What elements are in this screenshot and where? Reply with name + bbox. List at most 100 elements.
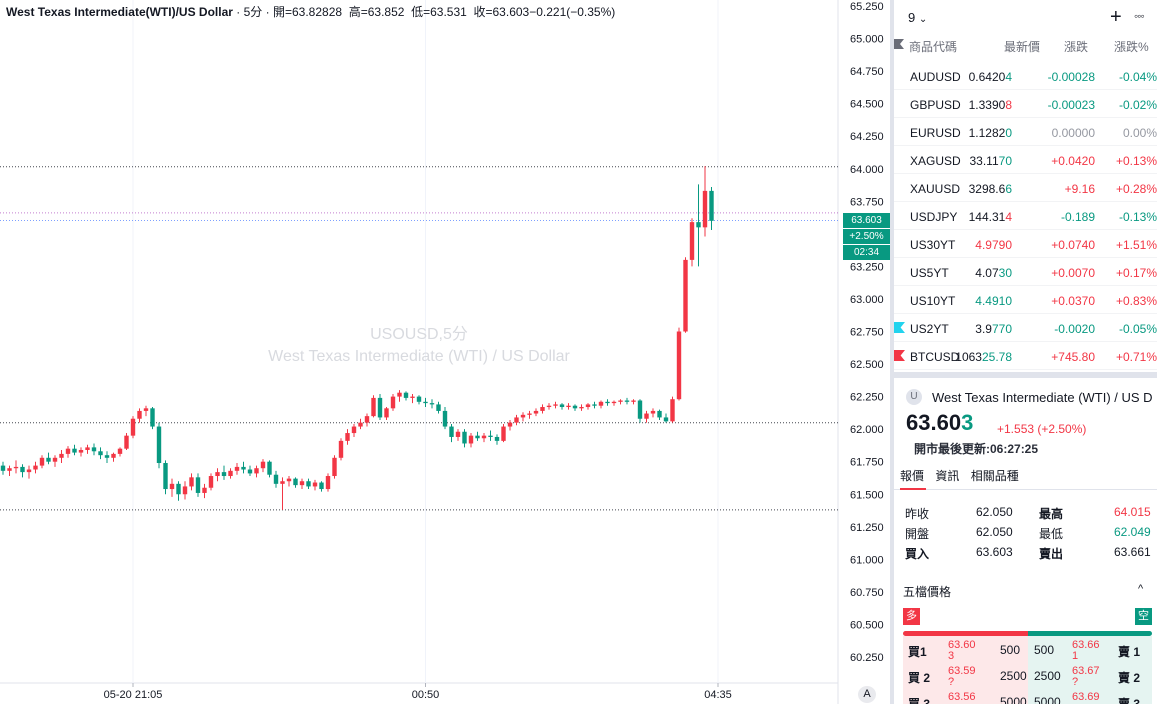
row-symbol: US30YT [910,238,956,252]
candle-body [618,400,623,402]
candle-body [260,461,266,469]
candle-body [546,405,552,408]
ask-level-label: 賣 1 [1118,645,1141,659]
watchlist-selector[interactable]: 9 ⌄ [908,10,927,25]
ask-label: 賣出 [1039,547,1064,561]
more-icon[interactable]: ◦◦◦ [1134,9,1145,23]
flag-icon[interactable] [894,350,905,361]
ohlc-open: 開=63.82828 [272,5,343,19]
candle-body [273,474,279,484]
price-tick-label: 65.000 [850,34,884,46]
candle-body [520,414,526,418]
candle-body [267,461,272,475]
tab-related[interactable]: 相關品種 [970,469,1019,483]
candle-body [384,408,389,418]
high-value: 64.015 [1114,505,1151,519]
row-change-pct: 0.00% [1122,126,1157,140]
row-symbol: US5YT [910,266,949,280]
col-change[interactable]: 漲跌 [1064,40,1089,54]
auto-scale-button[interactable]: A [858,686,876,703]
detail-symbol-name[interactable]: West Texas Intermediate (WTI) / US D [932,390,1153,405]
tab-quote[interactable]: 報價 [900,469,925,483]
detail-divider[interactable] [894,372,1157,378]
price-chart[interactable]: 05-20 21:05 00:50 04:35 65.250 65.000 64.750 6… [0,0,890,704]
panel-divider[interactable] [890,0,894,704]
candle-body [137,410,142,419]
tab-divider [894,489,1157,490]
candle-body [46,457,51,462]
watchlist-header: 商品代碼 最新價 漲跌 漲跌% [894,34,1157,58]
candle-body [644,413,649,419]
row-change-pct: +1.51% [1115,238,1157,252]
candle-body [234,466,240,471]
short-badge: 空 [1135,608,1152,625]
candle-body [7,468,12,471]
row-symbol: US2YT [910,322,949,336]
low-value: 62.049 [1114,525,1151,539]
watchlist-row[interactable]: US10YT 4.4910 +0.0370 +0.83% [894,286,1157,314]
candle-body [689,222,695,260]
bid-level-size: 2500 [1000,669,1027,683]
candle-body [423,401,428,404]
candle-body [104,455,110,458]
col-symbol[interactable]: 商品代碼 [909,40,958,54]
col-change-pct[interactable]: 漲跌% [1114,40,1149,54]
candle-body [182,486,188,495]
candle-body [91,447,97,452]
candle-body [611,401,617,404]
candle-body [98,451,103,456]
watchlist-row[interactable]: GBPUSD 1.33908 -0.00023 -0.02% [894,90,1157,118]
collapse-icon[interactable]: ^ [1138,583,1144,595]
price-tick-label: 62.750 [850,327,884,339]
candle-body [345,433,350,441]
candle-body [592,404,597,406]
candle-body [117,448,123,454]
flag-icon[interactable] [894,322,905,333]
bid-levels [903,636,1028,704]
candle-body [702,190,708,228]
watchlist-row[interactable]: XAUUSD 3298.66 +9.16 +0.28% [894,174,1157,202]
watchlist-row[interactable]: US30YT 4.9790 +0.0740 +1.51% [894,230,1157,258]
detail-last-price: 63.603 [906,410,973,436]
open-label: 開盤 [905,527,930,541]
ask-levels [1028,636,1152,704]
flag-icon[interactable] [894,39,904,49]
candle-body [293,478,298,486]
watchlist-row[interactable]: BTCUSD 106325.78 +745.80 +0.71% [894,342,1157,370]
orderbook-title: 五檔價格 [903,585,952,599]
ohlc-high: 高=63.852 [348,5,405,19]
chart-pane[interactable]: 05-20 21:05 00:50 04:35 65.250 65.000 64.750 6… [0,0,890,704]
add-symbol-button[interactable]: + [1110,6,1122,28]
watchlist-row[interactable]: USDJPY 144.314 -0.189 -0.13% [894,202,1157,230]
watchlist-row[interactable]: EURUSD 1.12820 0.00000 0.00% [894,118,1157,146]
col-last[interactable]: 最新價 [1004,40,1041,54]
price-tail: 3 [961,410,974,435]
row-change-pct: -0.13% [1118,210,1157,224]
price-tick-label: 61.000 [850,554,884,566]
long-badge: 多 [903,608,920,625]
row-change-pct: -0.05% [1118,322,1157,336]
row-symbol: USDJPY [910,210,958,224]
watchlist-row[interactable]: US2YT 3.9770 -0.0020 -0.05% [894,314,1157,342]
candle-body [254,468,259,474]
candle-body [26,469,32,473]
watchlist-row[interactable]: XAGUSD 33.1170 +0.0420 +0.13% [894,146,1157,174]
price-tick-label: 60.750 [850,587,884,599]
detail-change: +1.553 (+2.50%) [997,422,1087,436]
prev-close-label: 昨收 [905,507,930,521]
chart-legend: West Texas Intermediate(WTI)/US Dollar ·… [6,3,615,20]
time-tick-label: 05-20 21:05 [104,689,163,701]
row-symbol: BTCUSD [910,350,960,364]
symbol-title[interactable]: West Texas Intermediate(WTI)/US Dollar [6,5,233,19]
candle-body [572,405,578,409]
watchlist-row[interactable]: US5YT 4.0730 +0.0070 +0.17% [894,258,1157,286]
candle-body [215,472,220,477]
interval-label[interactable]: · 5分 · [236,5,270,19]
row-last: 33.1170 [969,154,1013,168]
tab-info[interactable]: 資訊 [935,469,960,483]
candle-body [442,410,448,427]
watchlist-row[interactable]: AUDUSD 0.64204 -0.00028 -0.04% [894,62,1157,90]
row-symbol: XAGUSD [910,154,961,168]
price-tick-label: 63.750 [850,196,884,208]
price-tick-label: 62.000 [850,424,884,436]
